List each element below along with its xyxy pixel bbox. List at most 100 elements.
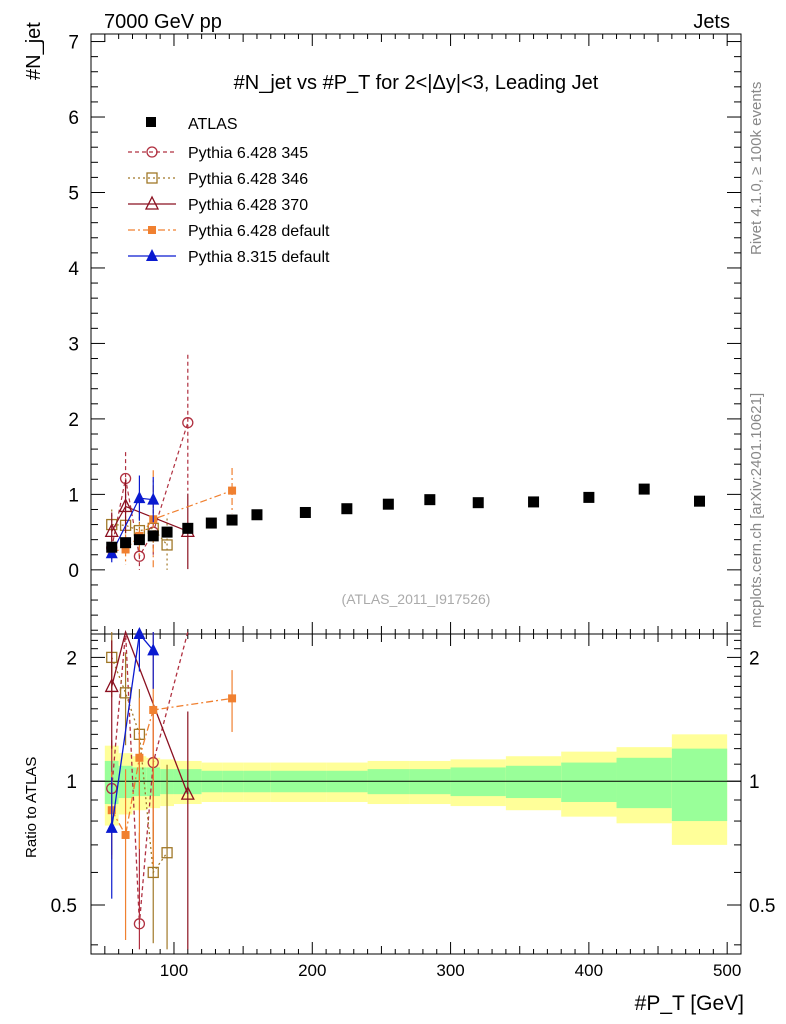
x-tick-label: 500 xyxy=(713,961,741,980)
stat-band xyxy=(616,757,672,809)
ratio-point xyxy=(105,820,118,833)
data-point xyxy=(121,545,130,554)
atlas-point xyxy=(583,491,595,503)
y-tick-label: 2 xyxy=(68,410,79,431)
legend-entry-2: Pythia 6.428 370 xyxy=(128,195,308,214)
data-point xyxy=(161,539,173,551)
series-2 xyxy=(104,480,195,570)
atlas-point xyxy=(133,534,145,546)
x-tick-label: 400 xyxy=(575,961,603,980)
ratio-point xyxy=(135,753,144,762)
x-tick-label: 200 xyxy=(298,961,326,980)
atlas-point xyxy=(147,530,159,542)
y-tick-label: 5 xyxy=(68,183,79,204)
y-tick-label: 6 xyxy=(68,108,79,129)
atlas-point xyxy=(341,503,353,515)
ratio-series xyxy=(104,627,237,950)
atlas-point xyxy=(161,526,173,538)
legend-marker-atlas xyxy=(146,117,156,127)
atlas-point xyxy=(694,495,706,507)
header-right: Jets xyxy=(693,11,730,33)
analysis-watermark: (ATLAS_2011_I917526) xyxy=(342,591,491,607)
ratio-point xyxy=(228,694,237,703)
data-point xyxy=(104,522,119,538)
legend-entry-3: Pythia 6.428 default xyxy=(128,223,330,240)
y-axis-title: #N_jet xyxy=(23,22,45,80)
data-point xyxy=(228,486,237,495)
main-series xyxy=(104,354,706,570)
ratio-point xyxy=(147,866,159,879)
legend-label-atlas: ATLAS xyxy=(188,116,238,133)
ratio-point xyxy=(149,705,158,714)
data-point xyxy=(133,550,146,562)
ratio-series-4 xyxy=(105,627,160,899)
ratio-point xyxy=(133,627,146,639)
atlas-point xyxy=(382,498,394,510)
legend-entry-atlas: ATLAS xyxy=(146,116,238,133)
atlas-point xyxy=(182,522,194,534)
ratio-series-3 xyxy=(107,632,237,940)
legend-entry-1: Pythia 6.428 346 xyxy=(128,171,308,188)
data-point xyxy=(118,497,133,513)
ratio-point xyxy=(121,830,130,839)
series-line xyxy=(111,497,154,554)
stat-band xyxy=(505,765,562,799)
legend-marker xyxy=(148,226,156,234)
legend-label: Pythia 6.428 default xyxy=(188,223,330,240)
ratio-tick-label: 2 xyxy=(66,648,77,669)
legend-label: Pythia 6.428 345 xyxy=(188,145,308,162)
atlas-point xyxy=(424,494,436,506)
stat-band xyxy=(450,767,506,797)
legend-entry-0: Pythia 6.428 345 xyxy=(128,145,308,162)
data-point xyxy=(133,491,146,504)
atlas-point xyxy=(205,517,217,529)
ratio-tick-label-right: 2 xyxy=(749,648,760,669)
atlas-point xyxy=(299,506,311,518)
axis-ticks: 100 200 300 400 500 0 1 2 3 4 5 6 7 0.5 0.5 1 1 2 2 xyxy=(51,33,776,980)
legend-marker xyxy=(146,146,158,158)
atlas-point xyxy=(638,483,650,495)
ratio-axis-title: Ratio to ATLAS xyxy=(23,757,40,858)
atlas-point xyxy=(472,497,484,509)
data-point xyxy=(147,492,160,505)
y-tick-label: 1 xyxy=(68,485,79,506)
legend-marker xyxy=(146,172,158,184)
ratio-tick-label: 1 xyxy=(66,772,77,793)
atlas-point xyxy=(251,509,263,521)
rivet-label: Rivet 4.1.0, ≥ 100k events xyxy=(748,82,765,255)
x-axis-title: #P_T [GeV] xyxy=(635,992,744,1015)
atlas-point xyxy=(106,541,118,553)
ratio-point xyxy=(104,677,119,693)
ratio-point xyxy=(180,785,195,800)
ratio-tick-label: 0.5 xyxy=(51,896,77,917)
mcplots-label: mcplots.cern.ch [arXiv:2401.10621] xyxy=(748,393,765,628)
header-left: 7000 GeV pp xyxy=(104,11,222,33)
stat-band xyxy=(561,762,617,803)
x-tick-label: 300 xyxy=(436,961,464,980)
legend-entry-4: Pythia 8.315 default xyxy=(128,249,330,266)
ratio-tick-label-right: 1 xyxy=(749,772,760,793)
plot-title: #N_jet vs #P_T for 2<|Δy|<3, Leading Jet xyxy=(234,72,599,94)
ratio-series-2 xyxy=(104,629,195,950)
stat-band xyxy=(671,748,728,822)
ratio-line xyxy=(111,629,189,795)
y-tick-label: 7 xyxy=(68,33,79,54)
legend: ATLAS Pythia 6.428 345 Pythia 6.428 346 Py… xyxy=(128,116,330,266)
ratio-point xyxy=(161,847,173,859)
y-tick-label: 0 xyxy=(68,561,79,582)
legend-label: Pythia 6.428 346 xyxy=(188,171,308,188)
ratio-point xyxy=(147,643,160,656)
y-tick-label: 4 xyxy=(68,259,79,280)
data-point xyxy=(182,417,194,429)
legend-marker xyxy=(144,195,160,210)
atlas-point xyxy=(226,514,238,526)
ratio-point xyxy=(133,918,146,930)
y-tick-label: 3 xyxy=(68,334,79,355)
atlas-data xyxy=(106,483,706,553)
legend-label: Pythia 8.315 default xyxy=(188,249,330,266)
atlas-point xyxy=(120,537,132,549)
ratio-tick-label-right: 0.5 xyxy=(749,896,775,917)
uncertainty-bands xyxy=(104,734,728,845)
legend-marker xyxy=(146,249,158,261)
